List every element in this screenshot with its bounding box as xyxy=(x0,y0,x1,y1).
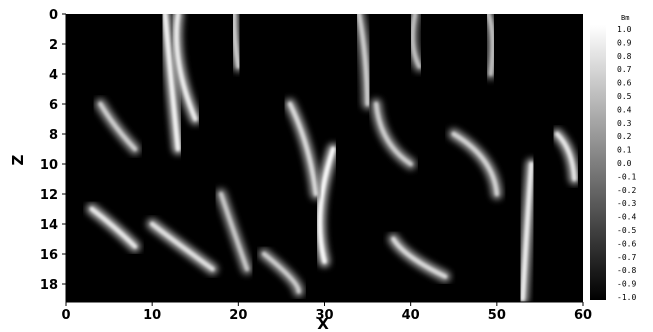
x-tick-label: 60 xyxy=(574,308,592,323)
y-tick-label: 8 xyxy=(49,128,58,143)
colorbar-tick-label: 0.5 xyxy=(617,92,632,101)
y-axis-title: Z xyxy=(9,154,27,165)
field-filament xyxy=(150,222,215,271)
field-filament xyxy=(520,162,534,301)
field-filament xyxy=(174,14,198,121)
colorbar-tick-label: -0.7 xyxy=(617,253,636,262)
y-tick-label: 0 xyxy=(49,8,58,23)
colorbar-tick-label: -0.5 xyxy=(617,226,636,235)
y-tick-label: 4 xyxy=(49,68,58,83)
field-filament xyxy=(374,102,413,166)
field-filament xyxy=(555,132,577,181)
colorbar-tick-label: -0.8 xyxy=(617,266,636,275)
field-filament xyxy=(410,14,422,69)
colorbar-ticks: 1.0 0.9 0.8 0.7 0.6 0.5 0.4 0.3 0.2 0.1 0.0 -0.1 -0.… xyxy=(617,25,636,302)
y-tick-label: 10 xyxy=(40,158,58,173)
colorbar-tick-label: 0.0 xyxy=(617,159,632,168)
field-filament xyxy=(391,237,448,279)
field-filament xyxy=(262,252,301,294)
colorbar-tick-label: 0.9 xyxy=(617,38,632,47)
x-tick-label: 0 xyxy=(61,308,70,323)
colorbar: Bm 1.0 0.9 0.8 0.7 0.6 0.5 0.4 0.3 0.2 0.1 0.0 -0.1… xyxy=(590,14,636,302)
heatmap-field xyxy=(86,14,580,302)
field-filament xyxy=(486,14,495,76)
colorbar-tick-label: -0.1 xyxy=(617,172,636,181)
colorbar-tick-label: 0.6 xyxy=(617,79,632,88)
colorbar-tick-label: 0.1 xyxy=(617,146,632,155)
field-filament xyxy=(98,102,137,151)
colorbar-tick-label: 0.8 xyxy=(617,52,632,61)
field-filament xyxy=(163,14,181,151)
colorbar-tick-label: 0.7 xyxy=(617,65,632,74)
x-axis-title: X xyxy=(317,315,329,332)
y-tick-label: 18 xyxy=(40,278,58,293)
field-filament xyxy=(89,207,137,249)
x-tick-label: 30 xyxy=(315,308,333,323)
colorbar-tick-label: 0.4 xyxy=(617,105,632,114)
field-filament xyxy=(317,147,336,264)
colorbar-tick-label: -0.4 xyxy=(617,213,636,222)
field-filament xyxy=(451,132,499,196)
field-filament xyxy=(356,14,370,106)
colorbar-tick-label: 1.0 xyxy=(617,25,632,34)
x-tick-label: 20 xyxy=(229,308,247,323)
y-axis: 0 2 4 6 8 10 12 14 16 18 xyxy=(40,8,67,302)
x-tick-label: 10 xyxy=(143,308,161,323)
y-tick-label: 14 xyxy=(40,218,58,233)
field-filament xyxy=(288,102,318,196)
x-tick-label: 50 xyxy=(488,308,506,323)
colorbar-title: Bm xyxy=(621,14,629,22)
y-tick-label: 12 xyxy=(40,188,58,203)
colorbar-tick-label: -0.6 xyxy=(617,239,636,248)
field-filament xyxy=(219,192,249,271)
colorbar-tick-label: -0.3 xyxy=(617,199,636,208)
y-tick-label: 2 xyxy=(49,38,58,53)
colorbar-tick-label: -0.9 xyxy=(617,280,636,289)
colorbar-tick-label: -1.0 xyxy=(617,293,636,302)
colorbar-tick-label: 0.3 xyxy=(617,119,632,128)
y-tick-label: 16 xyxy=(40,248,58,263)
colorbar-scale xyxy=(590,25,606,300)
field-filament xyxy=(232,14,241,69)
y-tick-label: 6 xyxy=(49,98,58,113)
colorbar-tick-label: 0.2 xyxy=(617,132,632,141)
x-tick-label: 40 xyxy=(402,308,420,323)
colorbar-tick-label: -0.2 xyxy=(617,186,636,195)
x-axis: 0 10 20 30 40 50 60 xyxy=(61,301,592,323)
